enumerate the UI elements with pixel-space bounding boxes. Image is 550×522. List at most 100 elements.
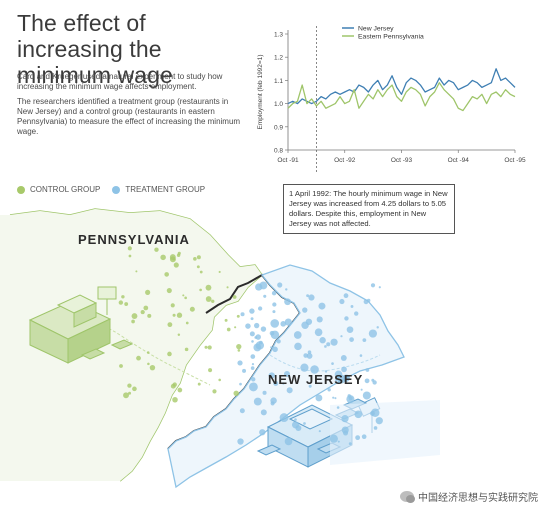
- restaurant-dot: [176, 312, 183, 318]
- restaurant-dot: [196, 255, 201, 260]
- restaurant-dot: [131, 313, 138, 319]
- restaurant-dot: [249, 331, 255, 337]
- restaurant-dot: [272, 310, 276, 314]
- restaurant-dot: [127, 383, 132, 388]
- restaurant-dot: [146, 351, 150, 354]
- restaurant-dot: [184, 296, 187, 300]
- restaurant-dot: [284, 437, 293, 446]
- employment-chart: 0.8 0.9 1.0 1.1 1.2 1.3 Oct -91 Oct -92 Oct -93 O…: [257, 26, 526, 172]
- restaurant-dot: [147, 362, 150, 366]
- restaurant-dot: [306, 352, 313, 359]
- restaurant-dot: [182, 294, 185, 297]
- restaurant-dot: [366, 298, 371, 303]
- restaurant-dot: [336, 406, 340, 409]
- restaurant-dot: [170, 303, 175, 308]
- restaurant-dot: [350, 305, 354, 308]
- restaurant-dot: [257, 306, 263, 311]
- restaurant-dot: [330, 338, 338, 346]
- series-line-eastern-pennsylvania: [287, 82, 516, 112]
- restaurant-dot: [272, 302, 277, 307]
- restaurant-dot: [234, 326, 237, 329]
- restaurant-dot: [248, 382, 258, 392]
- restaurant-dot: [128, 391, 132, 395]
- restaurant-dot: [343, 293, 349, 299]
- restaurant-dot: [340, 335, 343, 338]
- restaurant-dot: [127, 246, 132, 251]
- restaurant-dot: [368, 329, 377, 338]
- restaurant-dot: [250, 366, 255, 370]
- restaurant-dot: [211, 299, 215, 303]
- restaurant-dot: [196, 265, 200, 269]
- restaurant-dot: [249, 308, 255, 314]
- restaurant-dot: [147, 313, 152, 318]
- restaurant-dot: [315, 394, 323, 402]
- restaurant-dot: [346, 326, 354, 333]
- pa-river: [59, 321, 211, 386]
- restaurant-dot: [176, 253, 181, 257]
- x-tick-label: Oct -94: [448, 157, 470, 164]
- restaurant-dot: [236, 314, 240, 318]
- restaurant-dot: [272, 346, 278, 353]
- restaurant-dot: [251, 363, 255, 366]
- restaurant-dot: [184, 347, 189, 352]
- restaurant-dot: [204, 345, 208, 349]
- restaurant-dot: [286, 387, 293, 394]
- legend-control-label: CONTROL GROUP: [30, 185, 101, 194]
- restaurant-dot: [324, 370, 328, 373]
- y-tick-label: 1.1: [274, 78, 283, 85]
- pennsylvania-fill: [0, 209, 262, 481]
- restaurant-dot: [177, 387, 183, 393]
- restaurant-dot: [263, 294, 267, 298]
- restaurant-dot: [373, 426, 378, 430]
- restaurant-dot: [378, 286, 381, 289]
- restaurant-dot: [282, 382, 285, 385]
- restaurant-dot: [233, 390, 239, 397]
- restaurant-dot: [170, 383, 176, 389]
- restaurant-dot: [349, 337, 354, 342]
- restaurant-dot: [327, 388, 331, 392]
- restaurant-dot: [283, 371, 290, 378]
- restaurant-dot: [370, 283, 376, 288]
- restaurant-dot: [346, 395, 355, 404]
- restaurant-dot: [339, 298, 345, 305]
- restaurant-dot: [239, 382, 242, 386]
- intro-paragraph-2: The researchers identified a treatment g…: [17, 97, 241, 136]
- restaurant-dot: [270, 346, 273, 349]
- restaurant-dot: [276, 339, 281, 344]
- restaurant-dot: [207, 345, 212, 350]
- y-tick-label: 0.8: [274, 148, 283, 155]
- restaurant-dot: [250, 354, 256, 359]
- restaurant-dot: [318, 430, 321, 433]
- legend-entry: Eastern Pennsylvania: [358, 34, 424, 41]
- legend-treatment-label: TREATMENT GROUP: [125, 185, 206, 194]
- restaurant-dot: [314, 328, 323, 337]
- restaurant-dot: [324, 345, 327, 348]
- restaurant-dot: [294, 418, 297, 421]
- new-jersey-label: NEW JERSEY: [268, 372, 364, 387]
- restaurant-dot: [167, 351, 172, 357]
- pa-restaurant-icon: [28, 286, 134, 364]
- restaurant-dot: [240, 312, 245, 317]
- restaurant-dot: [270, 397, 277, 404]
- y-tick-label: 1.0: [274, 101, 283, 108]
- restaurant-dot: [218, 378, 221, 382]
- restaurant-dot: [145, 289, 151, 295]
- restaurant-dot: [255, 334, 261, 340]
- restaurant-dot: [359, 354, 363, 357]
- restaurant-dot: [239, 408, 245, 414]
- restaurant-dot: [169, 254, 176, 261]
- restaurant-dot: [301, 321, 309, 329]
- restaurant-dot: [334, 397, 337, 400]
- restaurant-dot: [160, 254, 166, 261]
- restaurant-dot: [236, 343, 242, 350]
- restaurant-dot: [189, 306, 195, 312]
- restaurant-dot: [167, 322, 173, 328]
- pa-restaurant-dots: [118, 246, 242, 403]
- y-axis-label: Employment (feb 1992=1): [257, 55, 264, 130]
- control-dot-icon: [17, 185, 25, 194]
- restaurant-dot: [131, 319, 135, 324]
- restaurant-dot: [128, 254, 132, 258]
- x-tick-label: Oct -93: [391, 157, 413, 164]
- restaurant-dot: [199, 288, 202, 292]
- restaurant-dot: [226, 286, 229, 289]
